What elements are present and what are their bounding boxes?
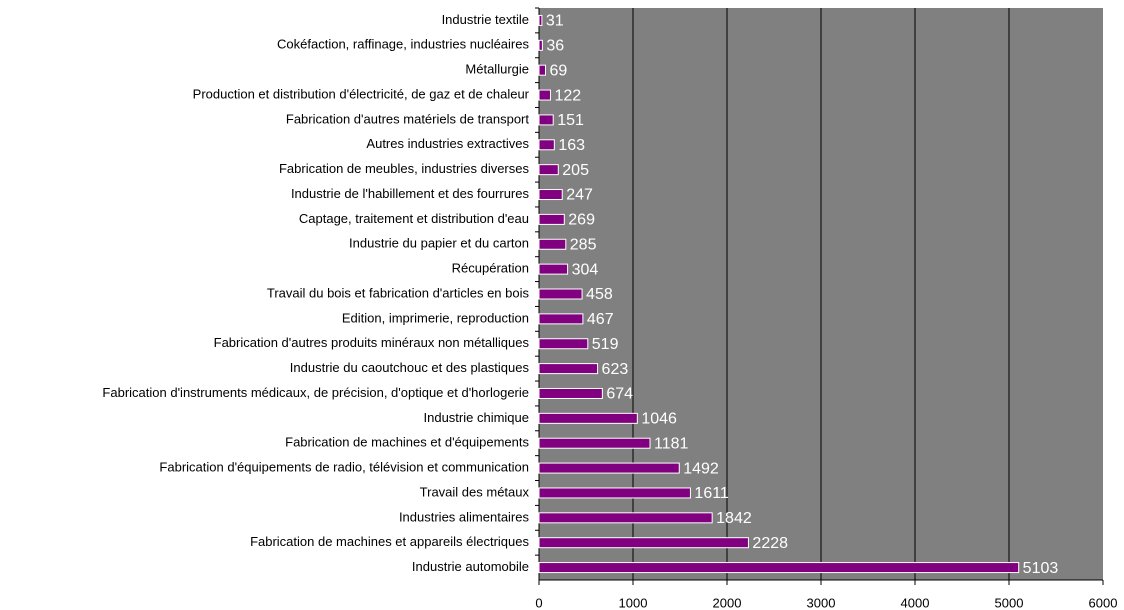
y-tick-label: Industrie chimique [424,410,530,425]
y-tick-label: Industrie automobile [412,559,529,574]
bar [538,412,638,424]
bar [538,263,569,275]
y-tick-label: Fabrication d'instruments médicaux, de p… [102,385,529,400]
x-tick-label: 6000 [1089,595,1118,610]
y-tick-label: Industrie textile [442,12,529,27]
y-tick-label: Production et distribution d'électricité… [193,86,530,101]
value-label: 458 [586,286,613,303]
value-label: 5103 [1023,560,1059,577]
bar [538,462,680,474]
x-tick-label: 4000 [901,595,930,610]
x-tick-label: 2000 [713,595,742,610]
y-tick-label: Fabrication d'équipements de radio, télé… [159,460,529,475]
value-label: 1842 [716,510,752,527]
bar [538,537,749,549]
value-label: 674 [606,386,633,403]
value-label: 285 [570,236,597,253]
bar [538,64,546,76]
y-tick-label: Fabrication d'autres produits minéraux n… [214,335,530,350]
y-tick-label: Fabrication de machines et d'équipements [285,435,529,450]
y-tick-label: Industrie de l'habillement et des fourru… [291,186,530,201]
value-label: 304 [572,261,599,278]
bar [538,238,567,250]
y-tick-label: Travail des métaux [420,484,530,499]
x-tick-label: 5000 [995,595,1024,610]
value-label: 467 [587,311,614,328]
y-tick-label: Industries alimentaires [399,509,530,524]
bar [538,562,1020,574]
value-label: 31 [546,13,564,30]
y-tick-label: Fabrication de meubles, industries diver… [279,161,530,176]
y-tick-label: Fabrication de machines et appareils éle… [250,534,529,549]
bar [538,213,565,225]
value-label: 269 [568,212,595,229]
bar [538,313,584,325]
x-tick-label: 3000 [807,595,836,610]
y-tick-label: Industrie du caoutchouc et des plastique… [290,360,530,375]
bar [538,164,559,176]
value-label: 1181 [654,435,689,452]
y-tick-label: Récupération [452,261,529,276]
y-tick-label: Edition, imprimerie, reproduction [342,310,529,325]
value-label: 1046 [641,411,677,428]
value-label: 2228 [752,535,788,552]
bar [538,288,583,300]
bar [538,139,555,151]
bar [538,437,651,449]
bar [538,338,589,350]
value-label: 1492 [683,460,719,477]
value-label: 69 [549,62,567,79]
bar [538,189,563,201]
bar [538,363,599,375]
y-tick-label: Captage, traitement et distribution d'ea… [299,211,529,226]
bar [538,89,551,101]
bar [538,14,543,26]
y-tick-label: Industrie du papier et du carton [349,236,529,251]
y-tick-label: Autres industries extractives [366,136,529,151]
value-label: 163 [558,137,585,154]
value-label: 247 [566,187,593,204]
bar [538,39,543,51]
value-label: 122 [554,87,581,104]
y-tick-label: Fabrication d'autres matériels de transp… [286,111,529,126]
bar [538,487,691,499]
x-tick-label: 0 [535,595,542,610]
bar [538,387,603,399]
y-tick-label: Métallurgie [465,62,529,77]
value-label: 36 [546,38,564,55]
value-label: 1611 [694,485,729,502]
y-tick-label: Travail du bois et fabrication d'article… [267,285,530,300]
value-label: 519 [592,336,619,353]
y-tick-label: Cokéfaction, raffinage, industries nuclé… [277,37,529,52]
value-label: 623 [602,361,629,378]
x-tick-label: 1000 [619,595,648,610]
bar [538,512,713,524]
value-label: 205 [562,162,589,179]
value-label: 151 [557,112,584,129]
bar [538,114,554,126]
